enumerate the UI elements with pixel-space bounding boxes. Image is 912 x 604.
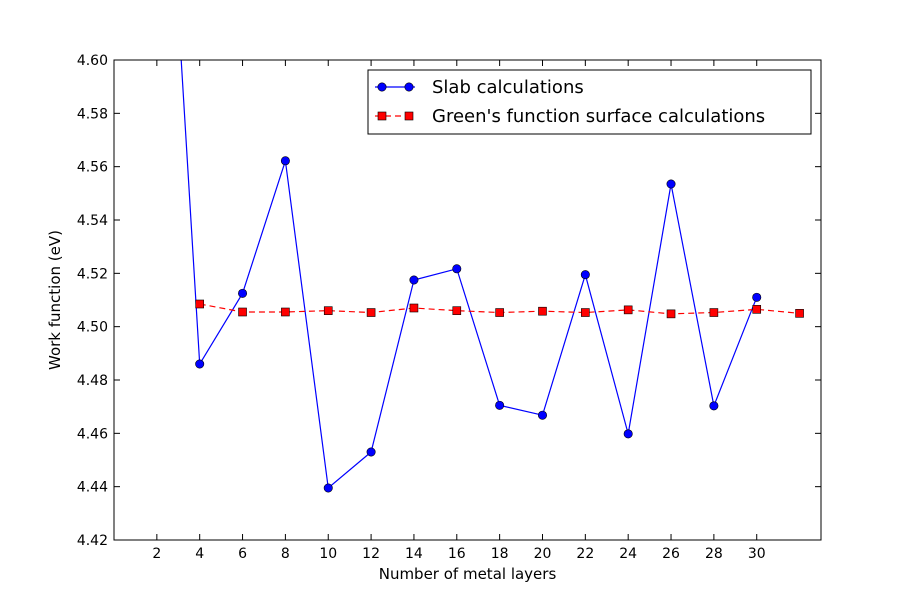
y-tick-label: 4.60 — [77, 53, 108, 69]
x-tick-label: 12 — [362, 546, 380, 562]
series-1-point — [366, 447, 376, 457]
legend: Slab calculations Green's function surfac… — [367, 69, 812, 135]
y-tick-label: 4.42 — [77, 533, 108, 549]
series-2-point — [452, 306, 462, 315]
series-1-point — [580, 270, 590, 280]
plot-frame — [113, 59, 822, 541]
y-tick-label: 4.46 — [77, 426, 108, 442]
series-2-point — [709, 308, 719, 317]
y-tick-label: 4.58 — [77, 106, 108, 122]
x-tick-label: 30 — [748, 546, 766, 562]
series-1-point — [666, 179, 676, 189]
x-tick-label: 4 — [195, 546, 204, 562]
x-tick-label: 18 — [491, 546, 509, 562]
x-tick-label: 24 — [619, 546, 637, 562]
series-2-point — [409, 303, 419, 313]
y-tick-label: 4.50 — [77, 320, 108, 336]
series-1-point — [238, 288, 248, 298]
legend-marker-1 — [404, 82, 414, 92]
series-1-point — [452, 264, 462, 274]
series-1-point — [409, 275, 419, 285]
series-2-point — [623, 305, 633, 315]
series-1-point — [280, 156, 290, 166]
series-2-point — [323, 306, 333, 315]
x-tick-label: 16 — [448, 546, 466, 562]
series-2-point — [795, 309, 804, 318]
series-1-point — [709, 401, 719, 411]
x-tick-label: 6 — [238, 546, 247, 562]
legend-label-1: Slab calculations — [432, 77, 584, 98]
y-tick-label: 4.54 — [77, 213, 108, 229]
x-axis-label: Number of metal layers — [379, 565, 557, 583]
series-1-point — [623, 429, 633, 439]
x-tick-label: 14 — [405, 546, 423, 562]
y-tick-label: 4.48 — [77, 373, 108, 389]
series-2-point — [195, 299, 204, 309]
plot-area — [114, 60, 821, 540]
y-tick-label: 4.56 — [77, 160, 108, 176]
series-1-point — [752, 292, 762, 302]
x-tick-label: 26 — [662, 546, 680, 562]
x-tick-label: 10 — [319, 546, 337, 562]
legend-frame — [367, 69, 812, 135]
y-axis-label: Work function (eV) — [46, 230, 64, 370]
series-2-point — [281, 307, 290, 317]
x-tick-label: 28 — [705, 546, 723, 562]
legend-marker-2 — [404, 111, 414, 121]
series-2-point — [238, 307, 247, 317]
series-2-point — [495, 308, 504, 317]
x-tick-label: 2 — [152, 546, 161, 562]
x-tick-label: 8 — [281, 546, 290, 562]
series-2-point — [752, 305, 762, 314]
series-1-point — [495, 400, 505, 410]
series-2-point — [366, 308, 376, 317]
series-2-point — [538, 306, 547, 316]
series-1-point — [323, 483, 333, 493]
series-2-point — [581, 308, 590, 317]
legend-marker-1 — [377, 82, 387, 92]
series-2-point — [666, 309, 676, 319]
y-tick-label: 4.44 — [77, 480, 108, 496]
legend-marker-2 — [377, 111, 387, 121]
x-tick-label: 20 — [534, 546, 552, 562]
series-1-point — [537, 410, 547, 420]
series-1-point — [195, 359, 205, 369]
x-tick-label: 22 — [576, 546, 594, 562]
y-tick-label: 4.52 — [77, 266, 108, 282]
legend-label-2: Green's function surface calculations — [432, 106, 765, 127]
